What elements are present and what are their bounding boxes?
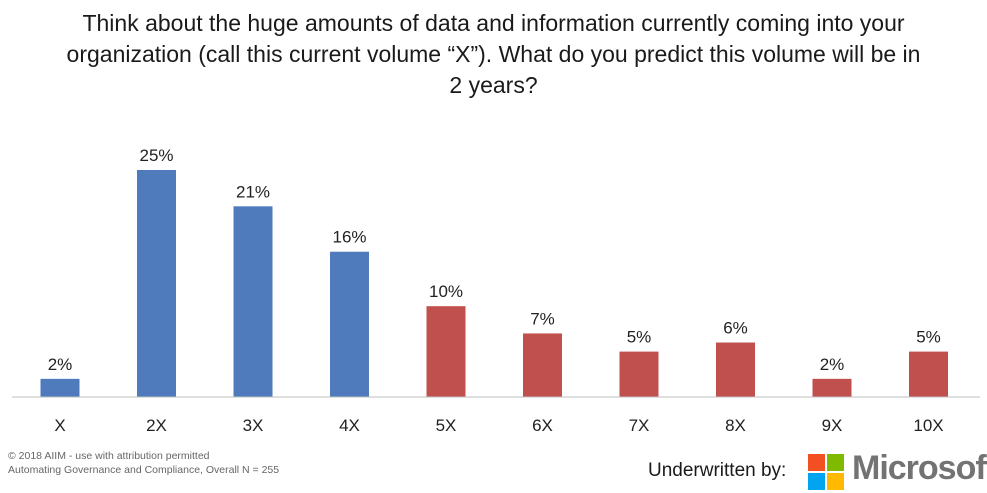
value-label: 6% [723,319,748,338]
x-tick-label: 3X [243,416,264,435]
microsoft-wordmark: Microsoft [852,449,987,487]
value-labels-group: 2% 25% 21% 16% 10% 7% 5% 6% 2% 5% [48,146,941,374]
x-tick-label: 10X [913,416,943,435]
footer: © 2018 AIIM - use with attribution permi… [8,449,279,477]
x-tick-label: 9X [822,416,843,435]
value-label: 2% [820,355,845,374]
x-tick-label: 6X [532,416,553,435]
x-tick-label: 5X [436,416,457,435]
bar-chart: 2% 25% 21% 16% 10% 7% 5% 6% 2% 5% X 2X 3X 4X 5X 6X 7X 8X… [12,146,980,435]
source-text: Automating Governance and Compliance, Ov… [8,464,280,476]
bar-x [40,378,80,397]
x-tick-label: 4X [339,416,360,435]
bar-2x [137,170,176,397]
logo-square-yellow [827,473,844,490]
x-tick-label: 2X [146,416,167,435]
bar-9x [812,378,852,397]
bar-3x [233,206,273,397]
value-label: 25% [139,146,173,165]
logo-square-red [808,454,825,471]
value-label: 2% [48,355,73,374]
bar-6x [523,333,562,397]
value-label: 21% [236,182,270,201]
value-label: 7% [530,309,555,328]
x-tick-label: 7X [629,416,650,435]
bars-group [40,170,948,397]
copyright-text: © 2018 AIIM - use with attribution permi… [8,450,210,462]
bar-8x [716,342,755,397]
underwritten-label: Underwritten by: [648,460,787,481]
value-label: 5% [916,328,941,347]
chart-title: Think about the huge amounts of data and… [66,10,921,98]
value-label: 5% [627,328,652,347]
x-tick-label: X [54,416,65,435]
x-tick-label: 8X [725,416,746,435]
value-label: 10% [429,282,463,301]
logo-square-blue [808,473,825,490]
logo-square-green [827,454,844,471]
bar-10x [909,351,948,397]
bar-5x [426,306,466,397]
value-label: 16% [332,228,366,247]
microsoft-logo-icon [808,454,844,490]
tick-labels-group: X 2X 3X 4X 5X 6X 7X 8X 9X 10X [54,416,943,435]
bar-4x [330,251,369,397]
bar-7x [619,351,659,397]
